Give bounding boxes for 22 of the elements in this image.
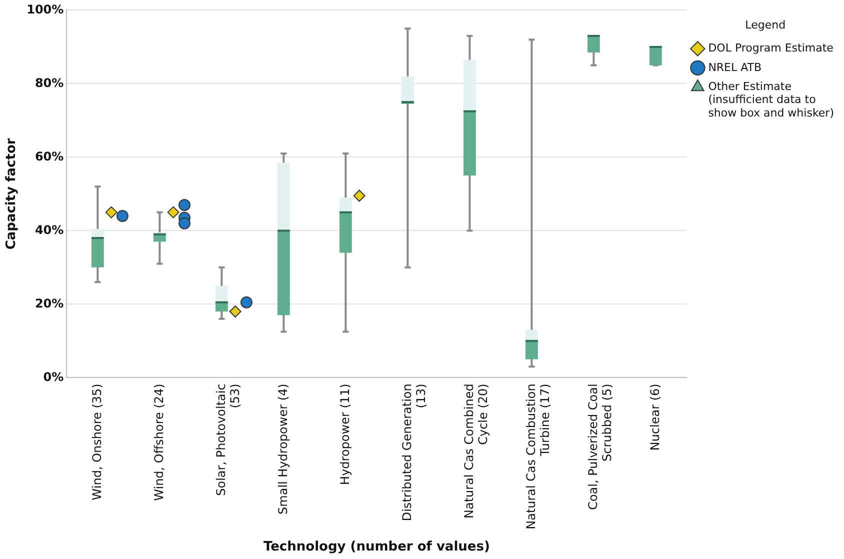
y-axis-title: Capacity factor [4,138,20,250]
x-tick-label: Solar, Photovoltaic (53) [214,384,242,496]
x-tick-label: Coal, Pulverized Coal Scrubbed (5) [586,384,614,510]
legend-label: Other Estimate (insufficient data to show box and whisker) [708,80,834,120]
x-tick-label: Small Hydropower (4) [276,384,290,514]
y-tick-label: 0% [43,370,64,384]
x-tick-label: Wind, Offshore (24) [152,384,166,501]
legend-title: Legend [745,18,786,32]
x-axis-title: Technology (number of values) [263,540,490,555]
x-tick-label: Wind, Onshore (35) [90,384,104,500]
y-tick-label: 80% [34,76,64,90]
x-tick-label: Hydropower (11) [338,384,352,485]
legend-label: NREL ATB [708,60,762,74]
x-tick-label: Distributed Generation (13) [400,384,428,522]
y-tick-label: 40% [34,222,64,237]
y-tick-label: 60% [34,149,64,164]
y-tick-label: 20% [34,296,64,310]
x-tick-label: Natural Cas Combined Cycle (20) [462,384,490,518]
x-tick-label: Natural Cas Combustion Turbine (17) [524,384,552,530]
legend-label: DOL Program Estimate [708,42,834,55]
y-tick-label: 100% [26,2,64,16]
x-tick-label: Nuclear (6) [648,384,662,451]
